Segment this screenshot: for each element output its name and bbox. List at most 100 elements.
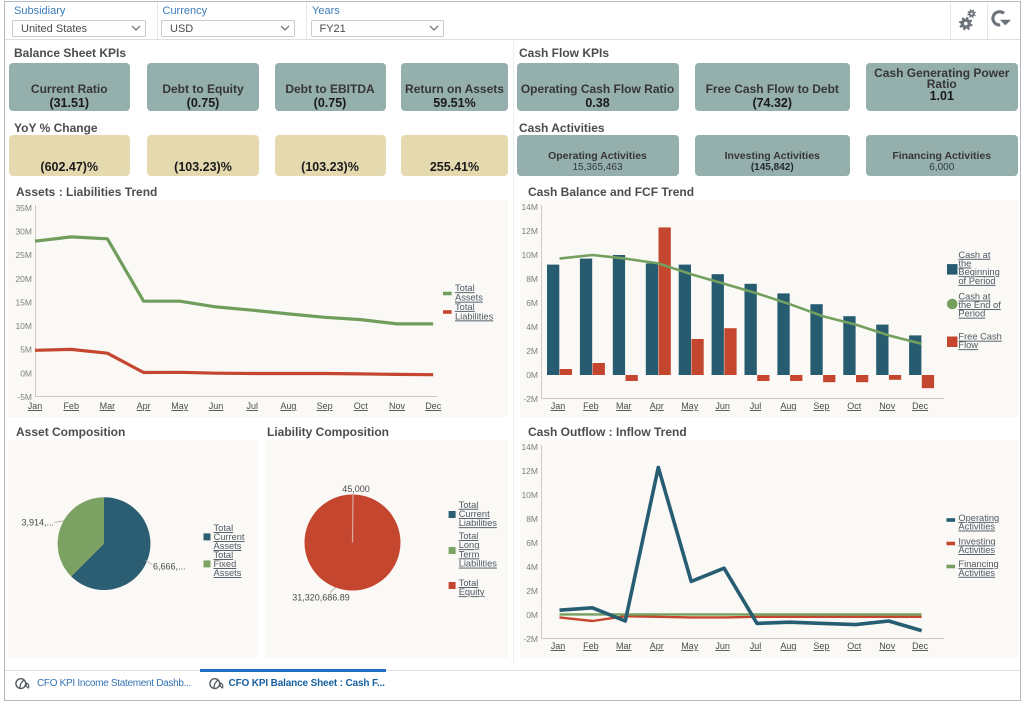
svg-text:10M: 10M — [521, 250, 538, 260]
svg-text:Long: Long — [459, 540, 480, 550]
svg-text:Nov: Nov — [389, 401, 406, 411]
svg-text:Sep: Sep — [813, 641, 829, 651]
svg-text:Assets: Assets — [455, 293, 483, 303]
svg-text:May: May — [681, 401, 699, 411]
svg-text:Current: Current — [459, 509, 490, 519]
svg-text:Flow: Flow — [958, 340, 978, 350]
svg-text:Jul: Jul — [749, 641, 761, 651]
svg-text:Apr: Apr — [649, 401, 663, 411]
svg-text:20M: 20M — [15, 274, 32, 284]
svg-text:Mar: Mar — [100, 401, 116, 411]
svg-text:Activities: Activities — [958, 568, 995, 578]
svg-text:Jun: Jun — [715, 401, 730, 411]
svg-text:Total: Total — [459, 531, 479, 541]
svg-text:Equity: Equity — [459, 587, 485, 597]
svg-text:Apr: Apr — [137, 401, 151, 411]
svg-text:Jun: Jun — [715, 641, 730, 651]
svg-text:the: the — [958, 259, 971, 269]
svg-text:Fixed: Fixed — [214, 559, 237, 569]
svg-text:-5M: -5M — [17, 392, 32, 402]
svg-text:Assets: Assets — [214, 568, 242, 578]
svg-text:Feb: Feb — [583, 641, 599, 651]
svg-text:Total: Total — [459, 500, 479, 510]
svg-text:May: May — [681, 641, 699, 651]
svg-text:10M: 10M — [15, 321, 32, 331]
svg-text:Jun: Jun — [209, 401, 224, 411]
svg-text:Dec: Dec — [425, 401, 442, 411]
svg-text:Aug: Aug — [780, 641, 796, 651]
svg-text:Period: Period — [958, 309, 985, 319]
svg-text:12M: 12M — [521, 226, 538, 236]
svg-text:Term: Term — [459, 549, 480, 559]
svg-text:Jan: Jan — [550, 641, 565, 651]
svg-text:Nov: Nov — [879, 401, 896, 411]
svg-text:6,666,...: 6,666,... — [153, 562, 186, 572]
svg-text:Jan: Jan — [28, 401, 43, 411]
svg-text:Cash at: Cash at — [958, 292, 990, 302]
svg-text:Activities: Activities — [958, 522, 995, 532]
svg-text:Activities: Activities — [958, 545, 995, 555]
svg-text:Oct: Oct — [354, 401, 369, 411]
svg-text:14M: 14M — [521, 442, 538, 452]
svg-text:Total: Total — [459, 578, 479, 588]
svg-text:Beginning: Beginning — [958, 267, 999, 277]
svg-text:Jan: Jan — [550, 401, 565, 411]
svg-text:8M: 8M — [526, 514, 538, 524]
svg-text:Liabilities: Liabilities — [455, 311, 494, 321]
svg-text:4M: 4M — [526, 322, 538, 332]
svg-text:Free Cash: Free Cash — [958, 332, 1001, 342]
svg-text:0M: 0M — [526, 370, 538, 380]
svg-text:0M: 0M — [526, 610, 538, 620]
svg-text:25M: 25M — [15, 250, 32, 260]
svg-text:May: May — [171, 401, 189, 411]
svg-text:10M: 10M — [521, 490, 538, 500]
svg-text:Financing: Financing — [958, 559, 998, 569]
svg-text:4M: 4M — [526, 562, 538, 572]
svg-text:Oct: Oct — [847, 641, 862, 651]
svg-text:Apr: Apr — [649, 641, 663, 651]
svg-text:-2M: -2M — [523, 394, 538, 404]
svg-text:Dec: Dec — [912, 641, 929, 651]
svg-text:35M: 35M — [15, 203, 32, 213]
svg-text:of Period: of Period — [958, 276, 995, 286]
svg-text:12M: 12M — [521, 466, 538, 476]
svg-text:Mar: Mar — [616, 641, 632, 651]
svg-text:Aug: Aug — [280, 401, 296, 411]
svg-text:Total: Total — [214, 550, 234, 560]
svg-text:Total: Total — [455, 283, 475, 293]
svg-text:Assets: Assets — [214, 541, 242, 551]
svg-text:2M: 2M — [526, 586, 538, 596]
svg-text:Operating: Operating — [958, 513, 999, 523]
svg-text:2M: 2M — [526, 346, 538, 356]
svg-text:Feb: Feb — [63, 401, 79, 411]
svg-text:3,914,...: 3,914,... — [21, 518, 54, 528]
svg-text:Nov: Nov — [879, 641, 896, 651]
svg-text:0M: 0M — [20, 368, 32, 378]
svg-text:Sep: Sep — [317, 401, 333, 411]
svg-text:31,320,686.89: 31,320,686.89 — [292, 593, 350, 603]
svg-text:Cash at: Cash at — [958, 250, 990, 260]
svg-text:Current: Current — [214, 532, 245, 542]
svg-text:Jul: Jul — [749, 401, 761, 411]
svg-text:Jul: Jul — [246, 401, 258, 411]
svg-text:Sep: Sep — [813, 401, 829, 411]
svg-text:30M: 30M — [15, 227, 32, 237]
svg-text:Liabilities: Liabilities — [459, 559, 498, 569]
svg-text:15M: 15M — [15, 298, 32, 308]
svg-text:14M: 14M — [521, 202, 538, 212]
svg-text:Investing: Investing — [958, 536, 995, 546]
svg-text:Total: Total — [455, 302, 475, 312]
svg-text:5M: 5M — [20, 345, 32, 355]
svg-text:8M: 8M — [526, 274, 538, 284]
svg-text:Mar: Mar — [616, 401, 632, 411]
svg-text:Feb: Feb — [583, 401, 599, 411]
svg-text:-2M: -2M — [523, 634, 538, 644]
svg-text:6M: 6M — [526, 298, 538, 308]
svg-text:Total: Total — [214, 523, 234, 533]
svg-text:the End of: the End of — [958, 300, 1001, 310]
svg-text:Liabilities: Liabilities — [459, 518, 498, 528]
svg-text:Oct: Oct — [847, 401, 862, 411]
svg-text:6M: 6M — [526, 538, 538, 548]
svg-text:Dec: Dec — [912, 401, 929, 411]
svg-text:45,000: 45,000 — [342, 484, 370, 494]
